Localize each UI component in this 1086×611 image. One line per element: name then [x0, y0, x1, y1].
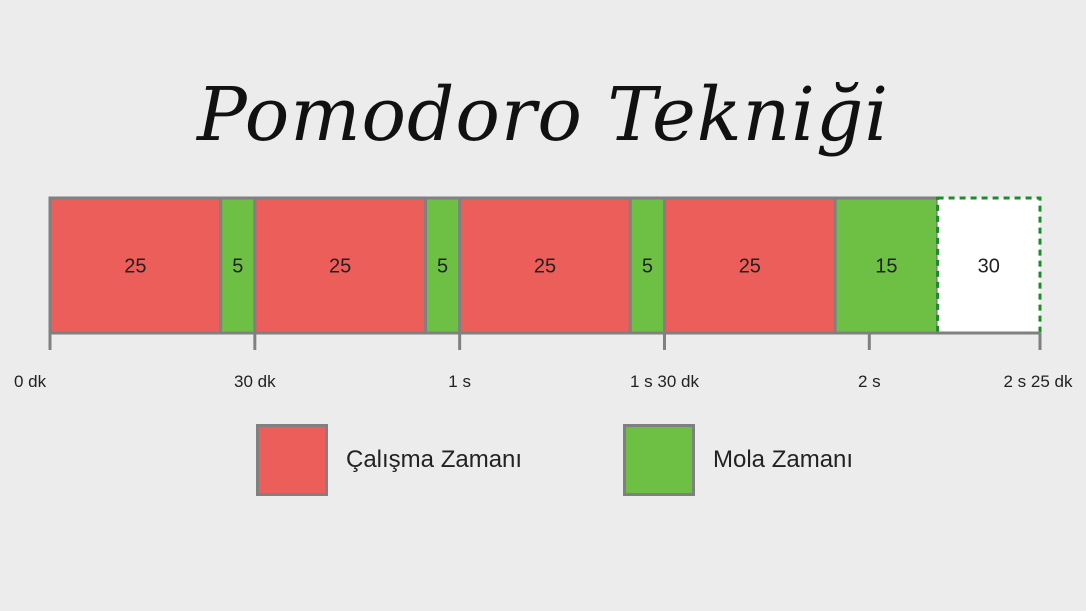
legend-label-work: Çalışma Zamanı: [346, 446, 523, 473]
segment-label-2: 5: [232, 256, 243, 278]
segment-label-8: 15: [875, 256, 897, 278]
x-tick-label-3: 1 s: [448, 372, 471, 391]
legend-item-break: Mola Zamanı: [623, 424, 853, 496]
x-tick-label-5: 2 s: [858, 372, 881, 391]
x-tick-label-6: 2 s 25 dk: [1004, 372, 1073, 391]
segment-label-7: 25: [739, 256, 761, 278]
legend-label-break: Mola Zamanı: [713, 446, 854, 473]
x-tick-label-2: 30 dk: [234, 372, 276, 391]
segment-label-9: 30: [978, 256, 1000, 278]
legend-item-work: Çalışma Zamanı: [256, 424, 522, 496]
segment-label-4: 5: [437, 256, 448, 278]
segment-label-6: 5: [642, 256, 653, 278]
legend-swatch-work: [256, 424, 328, 496]
x-tick-label-1: 0 dk: [14, 372, 47, 391]
segment-label-5: 25: [534, 256, 556, 278]
x-tick-label-4: 1 s 30 dk: [630, 372, 699, 391]
segment-break-2: [219, 196, 257, 335]
segment-label-3: 25: [329, 256, 351, 278]
legend-swatch-break: [623, 424, 695, 496]
segment-work-1: [48, 196, 223, 335]
segment-label-1: 25: [124, 256, 146, 278]
chart-title: Pomodoro Tekniği: [196, 72, 890, 158]
segment-work-3: [253, 196, 428, 335]
segment-optional-9: [936, 196, 1042, 335]
segment-break-8: [833, 196, 940, 335]
